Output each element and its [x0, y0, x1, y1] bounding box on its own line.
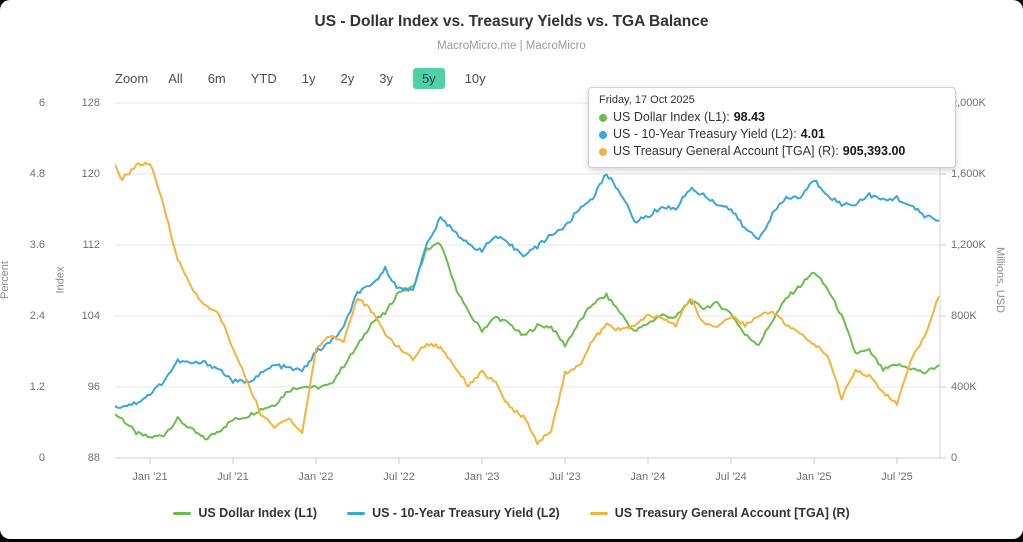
- percent-axis-tick-label: 6: [38, 97, 45, 109]
- tooltip-series-bullet-icon: [599, 130, 607, 139]
- x-axis-tick-label: Jul '23: [549, 471, 581, 483]
- x-axis-tick-label: Jul '21: [217, 471, 249, 483]
- index-axis-tick-label: 96: [87, 381, 100, 393]
- tooltip-series-row: US Dollar Index (L1): 98.43: [599, 109, 945, 126]
- chart-subtitle: MacroMicro.me | MacroMicro: [437, 40, 586, 52]
- series-line-tga[interactable]: [109, 154, 940, 446]
- percent-axis-tick-label: 4.8: [29, 168, 45, 180]
- tooltip: Friday, 17 Oct 2025 US Dollar Index (L1)…: [588, 87, 956, 168]
- percent-axis-tick-label: 0: [38, 452, 45, 464]
- range-selector: Zoom All 6m YTD 1y 2y 3y 5y 10y: [115, 68, 491, 89]
- zoom-button-10y[interactable]: 10y: [464, 71, 486, 86]
- series-line-dollar-index[interactable]: [109, 241, 940, 441]
- right-axis-tick-label: 400K: [951, 381, 977, 393]
- zoom-button-3y[interactable]: 3y: [379, 71, 393, 86]
- right-axis-tick-label: 0: [951, 452, 958, 464]
- legend-label: US - 10-Year Treasury Yield (L2): [372, 506, 560, 520]
- legend-label: US Dollar Index (L1): [198, 506, 318, 520]
- tooltip-series-value: 905,393.00: [842, 144, 906, 158]
- x-axis-tick-label: Jan '21: [132, 471, 168, 483]
- zoom-label: Zoom: [115, 71, 149, 86]
- y-axis-title-index: Index: [54, 266, 67, 294]
- legend-item[interactable]: US Dollar Index (L1): [173, 506, 317, 520]
- legend: US Dollar Index (L1) US - 10-Year Treasur…: [0, 506, 1023, 520]
- legend-dash-icon: [347, 511, 366, 515]
- index-axis-tick-label: 112: [82, 239, 100, 251]
- tooltip-series-row: US - 10-Year Treasury Yield (L2): 4.01: [599, 126, 945, 143]
- zoom-button-5y[interactable]: 5y: [412, 68, 445, 89]
- index-axis-tick-label: 120: [81, 168, 100, 180]
- legend-dash-icon: [589, 511, 608, 515]
- index-axis-tick-label: 88: [87, 452, 100, 464]
- tooltip-series-value: 4.01: [800, 127, 825, 141]
- tooltip-series-label: US Dollar Index (L1):: [613, 110, 730, 124]
- right-axis-tick-label: 1,600K: [951, 168, 986, 180]
- tooltip-series-bullet-icon: [599, 147, 607, 156]
- tooltip-series-bullet-icon: [599, 113, 607, 122]
- x-axis-tick-label: Jan '24: [630, 471, 666, 483]
- legend-item[interactable]: US - 10-Year Treasury Yield (L2): [347, 506, 560, 520]
- series-line-treasury-yield[interactable]: [109, 173, 940, 410]
- x-axis-tick-label: Jul '24: [715, 471, 747, 483]
- page-title: US - Dollar Index vs. Treasury Yields vs…: [314, 13, 709, 30]
- tooltip-series-value: 98.43: [733, 110, 765, 124]
- right-axis-tick-label: 2,000K: [951, 97, 986, 109]
- legend-dash-icon: [173, 511, 192, 515]
- zoom-button-2y[interactable]: 2y: [340, 71, 355, 86]
- tooltip-date: Friday, 17 Oct 2025: [599, 94, 695, 106]
- x-axis-tick-label: Jul '22: [383, 471, 415, 483]
- index-axis-tick-label: 104: [81, 310, 100, 322]
- zoom-button-6m[interactable]: 6m: [207, 71, 226, 86]
- zoom-button-1y[interactable]: 1y: [301, 71, 316, 86]
- tooltip-rows: US Dollar Index (L1): 98.43 US - 10-Year T…: [599, 109, 945, 160]
- legend-label: US Treasury General Account [TGA] (R): [614, 506, 850, 520]
- percent-axis-tick-label: 1.2: [29, 381, 45, 393]
- zoom-buttons-group: All 6m YTD 1y 2y 3y 5y 10y: [163, 68, 490, 89]
- percent-axis-tick-label: 2.4: [29, 310, 45, 322]
- right-axis-tick-label: 1,200K: [951, 239, 986, 251]
- index-axis-tick-label: 128: [81, 97, 100, 109]
- x-axis-tick-label: Jul '25: [881, 471, 913, 483]
- x-axis-tick-label: Jan '23: [464, 471, 500, 483]
- y-axis-title-millions-usd: Millions, USD: [994, 246, 1007, 314]
- y-axis-title-percent: Percent: [0, 261, 11, 299]
- zoom-button-ytd[interactable]: YTD: [250, 71, 277, 86]
- tooltip-series-label: US Treasury General Account [TGA] (R):: [613, 144, 839, 158]
- x-axis-tick-label: Jan '25: [796, 471, 832, 483]
- legend-item[interactable]: US Treasury General Account [TGA] (R): [589, 506, 850, 520]
- tooltip-series-row: US Treasury General Account [TGA] (R): 90…: [599, 143, 945, 160]
- percent-axis-tick-label: 3.6: [29, 239, 45, 251]
- x-axis-tick-label: Jan '22: [298, 471, 334, 483]
- zoom-button-all[interactable]: All: [168, 71, 183, 86]
- tooltip-series-label: US - 10-Year Treasury Yield (L2):: [613, 127, 797, 141]
- right-axis-tick-label: 800K: [951, 310, 977, 322]
